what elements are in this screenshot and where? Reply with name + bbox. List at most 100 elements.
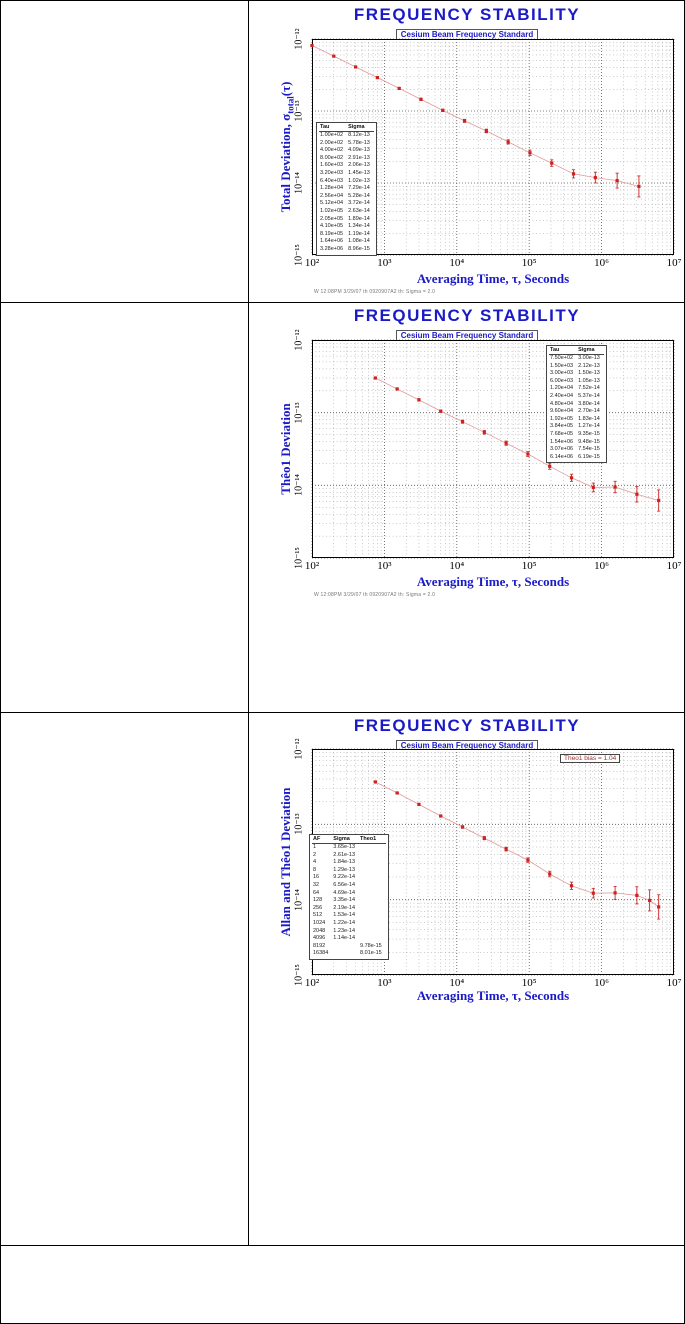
table-cell: 8.19e+05 bbox=[320, 230, 344, 237]
empty-left-cell-1 bbox=[1, 1, 248, 302]
table-cell: 7.29e-14 bbox=[348, 185, 370, 192]
table-row: 128 3.35e-14 bbox=[312, 897, 386, 905]
table-row: 1 3.65e-13 bbox=[312, 844, 386, 852]
data-point-marker bbox=[657, 905, 661, 909]
table-cell: 9.78e-15 bbox=[360, 942, 382, 949]
table-cell: 8.96e-15 bbox=[348, 245, 370, 252]
table-cell: 1.27e-14 bbox=[578, 423, 600, 430]
data-point-marker bbox=[375, 75, 379, 80]
table-cell: 9.22e-14 bbox=[333, 874, 356, 881]
table-cell: 1024 bbox=[313, 919, 326, 926]
table-cell: 1.05e-13 bbox=[578, 377, 600, 384]
data-point-marker bbox=[504, 847, 508, 851]
table-cell bbox=[359, 905, 386, 913]
data-point-marker bbox=[417, 802, 421, 806]
table-cell: 9.60e+04 bbox=[550, 408, 574, 415]
table-cell: 1.50e-13 bbox=[578, 370, 600, 377]
table-row: 3.20e+03 1.45e-13 bbox=[319, 170, 374, 178]
y-tick-label: 10⁻¹⁴ bbox=[293, 888, 305, 911]
chart-title: FREQUENCY STABILITY bbox=[353, 5, 581, 24]
x-tick-label: 10³ bbox=[377, 560, 392, 572]
table-cell: 2 bbox=[313, 851, 317, 858]
table-row: 3.00e+03 1.50e-13 bbox=[549, 370, 604, 378]
empty-bottom-row bbox=[1, 1246, 684, 1323]
table-cell: 8.01e-15 bbox=[360, 950, 382, 957]
theo1-bias-annotation: Theo1 bias = 1.04 bbox=[560, 754, 621, 763]
x-tick-label: 10⁵ bbox=[521, 257, 537, 269]
table-cell bbox=[359, 912, 386, 920]
data-point-marker bbox=[417, 398, 421, 402]
table-cell: 6.56e-14 bbox=[333, 881, 356, 888]
table-cell: 1.28e+04 bbox=[320, 185, 344, 192]
y-tick-label: 10⁻¹⁴ bbox=[293, 474, 305, 497]
table-row: 2 2.61e-13 bbox=[312, 852, 386, 860]
data-point-marker bbox=[569, 476, 574, 480]
table-row: 6.40e+03 1.02e-13 bbox=[319, 178, 374, 186]
table-cell: 1.53e-14 bbox=[333, 912, 356, 919]
table-row: 4.80e+04 3.80e-14 bbox=[549, 401, 604, 409]
row-divider-3 bbox=[1, 1245, 684, 1246]
y-axis-label: Thêo1 Deviation bbox=[278, 403, 293, 495]
table-row: 6.14e+06 6.19e-15 bbox=[549, 454, 604, 462]
table-cell: 1.50e+03 bbox=[550, 362, 574, 369]
x-tick-label: 10⁷ bbox=[666, 257, 682, 269]
data-point-marker bbox=[482, 836, 486, 840]
x-axis-label: Averaging Time, τ, Seconds bbox=[416, 574, 570, 589]
table-row: 3.28e+06 8.96e-15 bbox=[319, 246, 374, 254]
table-row: 8.00e+02 2.91e-13 bbox=[319, 155, 374, 163]
x-tick-label: 10⁵ bbox=[521, 977, 537, 989]
data-point-marker bbox=[591, 891, 595, 895]
y-tick-label: 10⁻¹⁵ bbox=[293, 547, 305, 569]
data-point-marker bbox=[657, 498, 661, 503]
table-row: 4.00e+02 4.09e-13 bbox=[319, 147, 374, 155]
data-point-marker bbox=[441, 108, 445, 112]
table-cell bbox=[332, 950, 359, 958]
allan-theo1-deviation-chart: FREQUENCY STABILITY Cesium Beam Frequenc… bbox=[250, 714, 684, 1006]
table-row: 4.10e+05 1.34e-14 bbox=[319, 223, 374, 231]
data-point-marker bbox=[419, 97, 423, 101]
chart-title: FREQUENCY STABILITY bbox=[353, 716, 581, 735]
table-cell: 2.61e-13 bbox=[333, 851, 356, 858]
table-cell: 4.09e-13 bbox=[348, 147, 370, 154]
table-row: 6.00e+03 1.05e-13 bbox=[549, 378, 604, 386]
table-cell: 6.14e+06 bbox=[550, 453, 574, 460]
table-row: 1.28e+04 7.29e-14 bbox=[319, 185, 374, 193]
data-point-marker bbox=[460, 420, 465, 424]
table-cell: 8 bbox=[313, 866, 317, 873]
table-cell: 32 bbox=[313, 881, 320, 888]
data-point-marker bbox=[482, 430, 486, 434]
table-cell: 1.45e-13 bbox=[348, 169, 370, 176]
table-cell: 16 bbox=[313, 874, 320, 881]
af-sigma-theo1-table: AF Sigma Theo1 1 3.65e-13 2 2.61e-13 4 1.84e-13 8… bbox=[309, 834, 389, 960]
table-cell bbox=[359, 920, 386, 928]
table-row: 4096 1.14e-14 bbox=[312, 935, 386, 943]
table-cell: 1.02e-13 bbox=[348, 177, 370, 184]
table-cell bbox=[359, 859, 386, 867]
table-header-row: AF Sigma Theo1 bbox=[312, 836, 386, 844]
x-tick-label: 10⁷ bbox=[666, 560, 682, 572]
y-tick-label: 10⁻¹² bbox=[293, 28, 305, 50]
table-cell: 2.05e+05 bbox=[320, 215, 344, 222]
table-cell: 3.80e-14 bbox=[578, 400, 600, 407]
table-cell: 2.70e-14 bbox=[578, 408, 600, 415]
table-row: 2.05e+05 1.89e-14 bbox=[319, 216, 374, 224]
y-axis-label-suffix: (τ) bbox=[278, 81, 293, 97]
empty-left-cell-3 bbox=[1, 713, 248, 1245]
table-row: 16 9.22e-14 bbox=[312, 874, 386, 882]
table-cell: 256 bbox=[313, 904, 323, 911]
table-row: 3.84e+05 1.27e-14 bbox=[549, 423, 604, 431]
table-cell bbox=[359, 852, 386, 860]
table-cell: 5.28e-14 bbox=[348, 192, 370, 199]
y-tick-label: 10⁻¹² bbox=[293, 329, 305, 351]
y-tick-label: 10⁻¹⁵ bbox=[293, 244, 305, 266]
data-point-marker bbox=[635, 492, 639, 496]
data-point-marker bbox=[550, 161, 554, 165]
table-cell: 1.64e+06 bbox=[320, 238, 344, 245]
table-cell: 2.63e-14 bbox=[348, 207, 370, 214]
table-cell: 1.14e-14 bbox=[333, 935, 356, 942]
plot-area bbox=[311, 339, 675, 559]
table-cell: 1.29e-13 bbox=[333, 866, 356, 873]
table-header-cell: Sigma bbox=[347, 124, 374, 132]
y-axis-label: Allan and Thêo1 Deviation bbox=[278, 787, 293, 937]
data-point-marker bbox=[395, 791, 399, 795]
